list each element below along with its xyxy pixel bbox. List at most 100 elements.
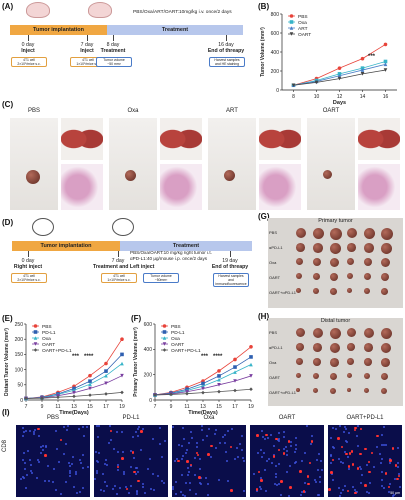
tumor-sample (347, 228, 357, 238)
tumor-sample (381, 273, 390, 282)
nucleus-dot (319, 476, 322, 479)
data-point (104, 361, 108, 366)
nucleus-dot (286, 453, 289, 456)
nucleus-dot (397, 466, 400, 469)
data-point (88, 386, 92, 391)
nucleus-dot (338, 494, 341, 497)
cd8-cell-dot (354, 491, 357, 495)
nucleus-dot (152, 438, 155, 441)
nucleus-dot (135, 467, 138, 470)
data-point (88, 382, 92, 386)
nucleus-dot (156, 474, 159, 477)
nucleus-dot (389, 461, 392, 464)
tumor-sample (296, 388, 301, 393)
nucleus-dot (356, 434, 359, 437)
nucleus-dot (210, 455, 213, 458)
data-point (153, 393, 157, 397)
nucleus-dot (295, 444, 298, 447)
tumor-sample (313, 373, 320, 380)
nucleus-dot (359, 481, 362, 484)
data-point (314, 80, 319, 85)
y-tick-label: 0 (276, 88, 279, 94)
nucleus-dot (123, 473, 126, 476)
data-point (162, 324, 167, 328)
data-point (291, 83, 296, 88)
event-box: Tumor volume ~50mm³ (143, 273, 179, 283)
treatment-bar: Treatment (120, 241, 252, 251)
nucleus-dot (23, 468, 26, 471)
x-tick-label: 11 (184, 404, 189, 410)
y-tick-label: 400 (271, 50, 280, 56)
nucleus-dot (286, 449, 289, 452)
cd8-cell-dot (370, 451, 374, 455)
tumor-sample (347, 343, 355, 351)
nucleus-dot (256, 452, 259, 455)
data-point (233, 357, 237, 362)
nucleus-dot (182, 455, 185, 458)
y-tick-label: 200 (144, 372, 153, 378)
event-label: Treatment and Left inject (93, 264, 155, 270)
data-point (217, 389, 221, 394)
if-group-title: PBS (46, 415, 59, 421)
tumor-sample (364, 373, 371, 380)
event-box: Harvest samples and HE staining (209, 57, 245, 67)
legend-label: Oxa (42, 336, 51, 342)
timeline-event: 0 day Right inject (3, 258, 53, 270)
nucleus-dot (313, 478, 316, 481)
nucleus-dot (82, 434, 85, 437)
tumor-sample (330, 258, 340, 268)
nucleus-dot (150, 487, 153, 490)
timeline-event: 7 day Treatment and Left inject (93, 258, 154, 270)
cd8-cell-dot (302, 490, 305, 493)
cd8-cell-dot (345, 452, 348, 456)
nucleus-dot (241, 448, 244, 451)
nucleus-dot (55, 489, 58, 491)
data-point (162, 330, 167, 334)
nucleus-dot (105, 458, 108, 461)
data-point (289, 26, 294, 30)
nucleus-dot (205, 434, 208, 437)
cd8-cell-dot (230, 489, 233, 492)
if-image (172, 425, 246, 497)
nucleus-dot (381, 478, 384, 481)
tumor-sample (381, 328, 392, 339)
nucleus-dot (68, 471, 71, 474)
row-label: OART+αPD-L1 (269, 390, 297, 395)
y-tick-label: 200 (271, 69, 280, 75)
data-point (217, 383, 221, 387)
nucleus-dot (38, 461, 41, 464)
data-point (249, 345, 253, 349)
data-point (289, 32, 294, 36)
significance-marker: *** (201, 354, 209, 360)
nucleus-dot (295, 448, 298, 451)
data-point (289, 20, 294, 24)
x-tick-label: 10 (314, 94, 320, 100)
mouse-photo (109, 118, 157, 210)
nucleus-dot (79, 491, 82, 494)
nucleus-dot (384, 444, 387, 447)
nucleus-dot (294, 437, 297, 440)
nucleus-dot (173, 460, 176, 463)
nucleus-dot (369, 482, 372, 485)
nucleus-dot (259, 449, 262, 452)
nucleus-dot (242, 456, 245, 459)
nucleus-dot (215, 429, 218, 432)
tumor-sample (313, 228, 324, 239)
nucleus-dot (199, 483, 202, 486)
event-day: 19 day (222, 258, 238, 264)
nucleus-dot (366, 490, 369, 493)
y-tick-label: 800 (271, 12, 280, 18)
nucleus-dot (82, 454, 85, 457)
tumor-sample (313, 273, 321, 281)
nucleus-dot (227, 479, 230, 482)
cd8-cell-dot (331, 458, 335, 462)
nucleus-dot (68, 475, 71, 478)
cd8-cell-dot (368, 470, 371, 474)
nucleus-dot (399, 485, 402, 488)
nucleus-dot (103, 481, 106, 484)
nucleus-dot (356, 490, 359, 493)
nucleus-dot (357, 444, 359, 447)
x-tick-label: 13 (200, 404, 206, 410)
nucleus-dot (268, 458, 271, 461)
nucleus-dot (380, 462, 383, 465)
